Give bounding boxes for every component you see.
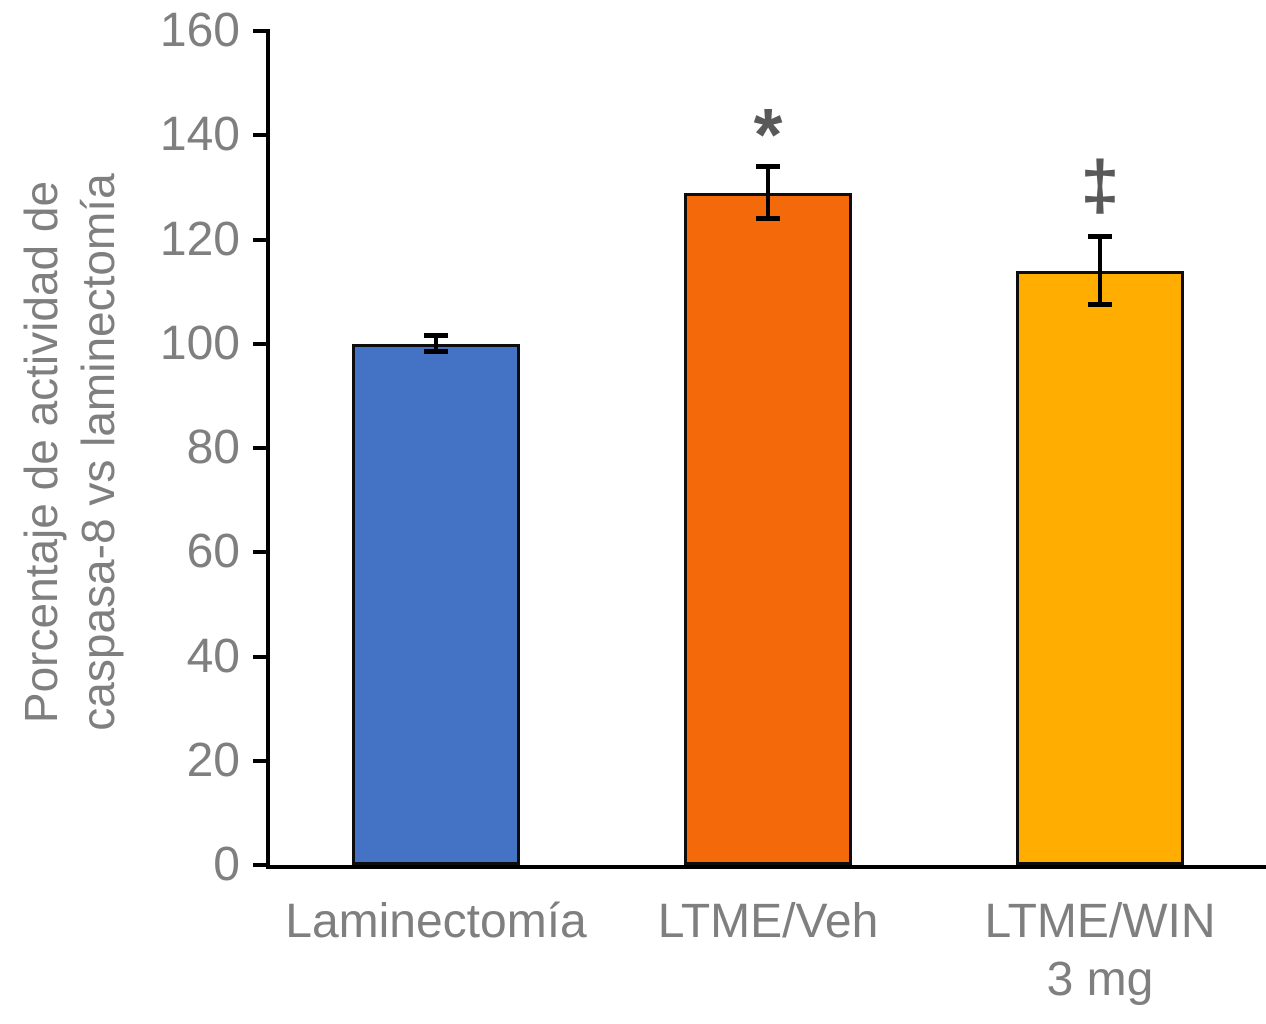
y-tick-mark bbox=[253, 237, 270, 242]
y-tick-label: 60 bbox=[186, 525, 240, 579]
y-tick-mark bbox=[253, 29, 270, 33]
x-category-label-line: 3 mg bbox=[1046, 953, 1154, 1006]
y-tick-label: 80 bbox=[186, 421, 240, 474]
bar-ltme-veh bbox=[684, 192, 852, 865]
y-tick-mark bbox=[253, 863, 270, 867]
y-tick-mark bbox=[253, 758, 270, 763]
y-tick-label: 140 bbox=[159, 108, 240, 162]
x-category-label: Laminectomía bbox=[266, 893, 606, 951]
bar-ltme-win-3-mg bbox=[1016, 270, 1184, 865]
significance-symbol: ‡ bbox=[1080, 145, 1120, 224]
error-bar-cap bbox=[756, 216, 780, 222]
x-category-label: LTME/WIN 3 mg bbox=[930, 893, 1266, 1009]
y-tick-label: 120 bbox=[159, 212, 240, 266]
y-tick-label: 40 bbox=[186, 629, 240, 683]
y-tick-mark bbox=[253, 654, 270, 659]
y-tick-mark bbox=[253, 341, 270, 346]
bar-laminectom-a bbox=[352, 343, 520, 865]
error-bar-line bbox=[766, 166, 770, 219]
y-tick-mark bbox=[253, 133, 270, 138]
error-bar-cap bbox=[756, 164, 780, 170]
x-category-label: LTME/Veh bbox=[598, 893, 938, 951]
error-bar-cap bbox=[424, 349, 448, 355]
x-category-label-line: Laminectomía bbox=[285, 895, 587, 948]
error-bar-line bbox=[434, 335, 438, 352]
plot-area bbox=[266, 31, 1266, 869]
y-tick-label: 100 bbox=[159, 316, 240, 370]
y-tick-label: 20 bbox=[186, 733, 240, 787]
y-tick-mark bbox=[253, 550, 270, 555]
x-category-label-line: LTME/WIN bbox=[984, 895, 1216, 948]
error-bar-cap bbox=[1088, 302, 1112, 308]
y-tick-label: 160 bbox=[159, 4, 240, 57]
error-bar-line bbox=[1098, 236, 1102, 305]
y-tick-mark bbox=[253, 446, 270, 450]
y-tick-label: 0 bbox=[213, 838, 240, 891]
significance-symbol: * bbox=[753, 93, 783, 177]
x-category-label-line: LTME/Veh bbox=[657, 895, 879, 948]
error-bar-cap bbox=[424, 333, 448, 339]
error-bar-cap bbox=[1088, 234, 1112, 240]
